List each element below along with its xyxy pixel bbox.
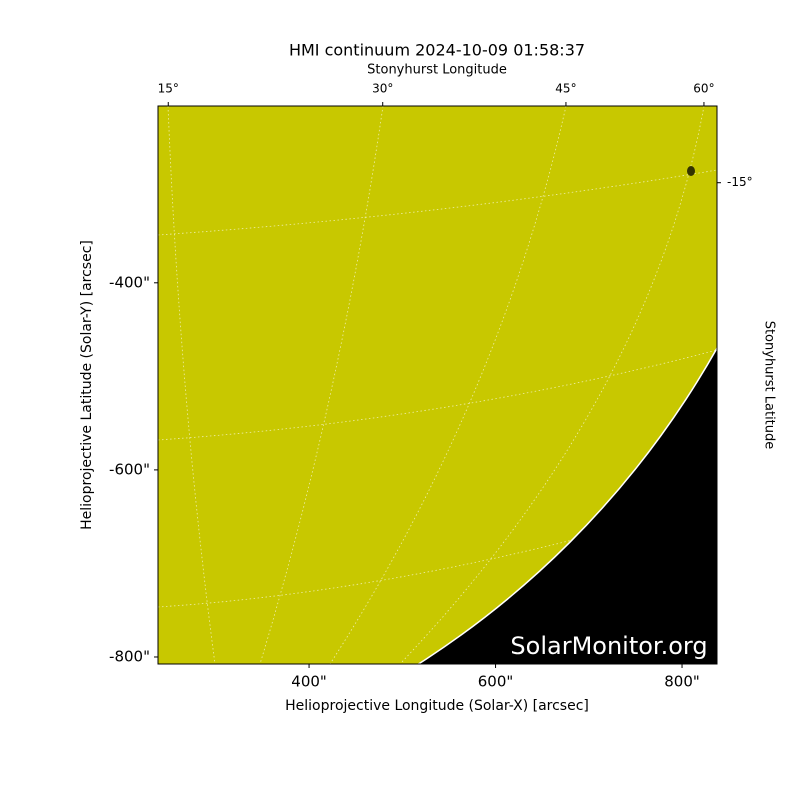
x-tick-label: 600" bbox=[478, 673, 514, 691]
top-tick-label: 30° bbox=[372, 82, 393, 96]
y-tick-label: -600" bbox=[109, 460, 150, 478]
top-axis-label: Stonyhurst Longitude bbox=[367, 63, 507, 78]
x-tick-label: 800" bbox=[664, 673, 700, 691]
right-axis-label: Stonyhurst Latitude bbox=[762, 321, 777, 450]
x-axis-label: Helioprojective Longitude (Solar-X) [arc… bbox=[285, 698, 589, 714]
top-tick-label: 45° bbox=[555, 82, 576, 96]
right-tick-label: -15° bbox=[727, 175, 753, 189]
y-tick-label: -800" bbox=[109, 647, 150, 665]
watermark: SolarMonitor.org bbox=[510, 632, 707, 660]
top-tick-label: 60° bbox=[693, 82, 714, 96]
y-tick-label: -400" bbox=[109, 273, 150, 291]
chart-title: HMI continuum 2024-10-09 01:58:37 bbox=[289, 41, 585, 60]
plot-frame bbox=[157, 105, 718, 665]
y-axis-label: Helioprojective Latitude (Solar-Y) [arcs… bbox=[79, 240, 95, 530]
top-tick-label: 15° bbox=[158, 82, 179, 96]
x-tick-label: 400" bbox=[291, 673, 327, 691]
